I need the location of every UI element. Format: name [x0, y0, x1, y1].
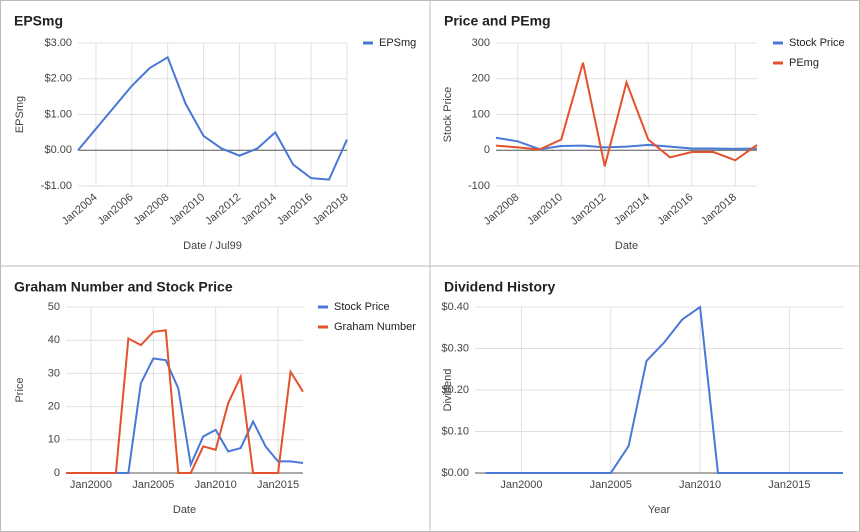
series-line	[495, 136, 758, 151]
y-tick-label: $1.00	[44, 108, 72, 120]
y-tick-label: $3.00	[44, 37, 72, 49]
y-tick-label: 300	[472, 37, 490, 49]
y-tick-label: $0.10	[441, 425, 469, 437]
legend-label: Stock Price	[789, 37, 845, 49]
x-tick-label: Jan2015	[257, 479, 299, 491]
x-tick-label: Jan2018	[311, 191, 351, 227]
legend-label: Graham Number	[334, 321, 416, 333]
y-tick-label: 20	[48, 401, 60, 413]
y-tick-label: 200	[472, 73, 490, 85]
x-tick-label: Jan2012	[203, 191, 243, 227]
x-tick-label: Jan2010	[525, 191, 565, 227]
y-tick-label: $2.00	[44, 73, 72, 85]
x-axis-title: Date	[615, 240, 638, 252]
y-tick-label: -$1.00	[41, 180, 72, 192]
series-line	[66, 329, 304, 474]
y-axis-title: Price	[14, 377, 26, 402]
x-tick-label: Jan2014	[612, 191, 652, 227]
series-line	[495, 62, 758, 167]
x-tick-label: Jan2010	[679, 479, 721, 491]
y-tick-label: 50	[48, 301, 60, 313]
y-tick-label: $0.30	[441, 342, 469, 354]
x-tick-label: Jan2014	[239, 191, 279, 227]
x-axis-title: Year	[648, 504, 671, 516]
x-tick-label: Jan2012	[568, 191, 608, 227]
x-tick-label: Jan2016	[275, 191, 315, 227]
y-tick-label: $0.40	[441, 301, 469, 313]
x-axis-title: Date / Jul99	[183, 240, 242, 252]
x-tick-label: Jan2008	[481, 191, 521, 227]
y-tick-label: 30	[48, 367, 60, 379]
x-tick-label: Jan2006	[96, 191, 136, 227]
y-tick-label: 10	[48, 434, 60, 446]
y-tick-label: 40	[48, 334, 60, 346]
y-tick-label: 0	[54, 467, 60, 479]
y-axis-title: Stock Price	[442, 87, 454, 143]
chart-title: Price and PEmg	[444, 13, 551, 29]
chart-title: EPSmg	[14, 13, 63, 29]
y-tick-label: $0.00	[441, 467, 469, 479]
legend-label: PEmg	[789, 57, 819, 69]
y-tick-label: -100	[468, 180, 490, 192]
legend-label: Stock Price	[334, 301, 390, 313]
x-tick-label: Jan2010	[195, 479, 237, 491]
x-tick-label: Jan2016	[655, 191, 695, 227]
y-tick-label: $0.00	[44, 144, 72, 156]
y-tick-label: 0	[484, 144, 490, 156]
chart-title: Graham Number and Stock Price	[14, 279, 233, 295]
x-tick-label: Jan2018	[699, 191, 739, 227]
x-tick-label: Jan2000	[500, 479, 542, 491]
y-tick-label: $0.20	[441, 384, 469, 396]
x-tick-label: Jan2005	[590, 479, 632, 491]
x-tick-label: Jan2005	[132, 479, 174, 491]
x-tick-label: Jan2008	[131, 191, 171, 227]
y-axis-title: EPSmg	[14, 96, 26, 133]
series-line	[66, 357, 304, 474]
x-tick-label: Jan2004	[60, 191, 100, 227]
x-tick-label: Jan2010	[167, 191, 207, 227]
series-line	[77, 55, 348, 181]
x-tick-label: Jan2015	[768, 479, 810, 491]
chart-title: Dividend History	[444, 279, 555, 295]
series-line	[485, 305, 843, 474]
x-axis-title: Date	[173, 504, 196, 516]
y-axis-title: Dividend	[442, 369, 454, 412]
x-tick-label: Jan2000	[70, 479, 112, 491]
y-tick-label: 100	[472, 108, 490, 120]
legend-label: EPSmg	[379, 37, 416, 49]
